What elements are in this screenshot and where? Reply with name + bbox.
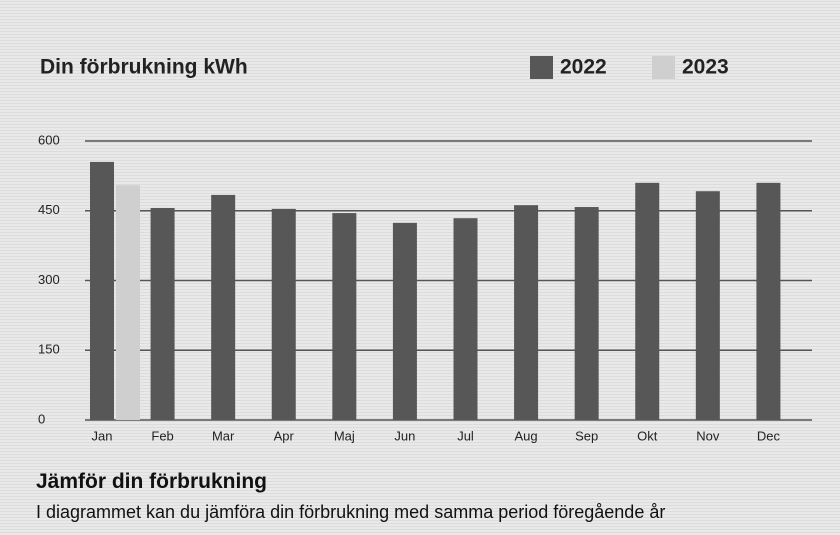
y-tick-label: 600 bbox=[38, 132, 60, 147]
chart-title: Din förbrukning kWh bbox=[40, 56, 248, 79]
legend-label: 2023 bbox=[682, 56, 729, 79]
y-tick-label: 300 bbox=[38, 272, 60, 287]
bar bbox=[116, 185, 140, 420]
bar bbox=[695, 191, 720, 420]
bar bbox=[211, 194, 236, 420]
bar bbox=[574, 207, 599, 420]
legend-swatch bbox=[652, 56, 675, 79]
x-tick-label: Mar bbox=[212, 428, 235, 443]
x-tick-label: Sep bbox=[575, 428, 598, 443]
y-tick-label: 150 bbox=[38, 342, 60, 357]
x-tick-label: Jul bbox=[457, 428, 474, 443]
y-tick-label: 450 bbox=[38, 202, 60, 217]
bar bbox=[453, 218, 478, 420]
section-heading: Jämför din förbrukning bbox=[36, 470, 267, 493]
bar bbox=[271, 208, 296, 420]
x-tick-label: Apr bbox=[274, 428, 295, 443]
legend-swatch bbox=[530, 56, 553, 79]
x-tick-label: Jun bbox=[394, 428, 415, 443]
x-tick-label: Aug bbox=[515, 428, 538, 443]
x-tick-label: Nov bbox=[696, 428, 720, 443]
bar bbox=[332, 213, 357, 420]
bar bbox=[635, 182, 660, 420]
x-tick-label: Jan bbox=[92, 428, 113, 443]
legend-label: 2022 bbox=[560, 56, 607, 79]
x-tick-label: Okt bbox=[637, 428, 658, 443]
bar bbox=[150, 207, 175, 420]
x-tick-label: Feb bbox=[151, 428, 173, 443]
x-tick-label: Dec bbox=[757, 428, 781, 443]
bar bbox=[756, 182, 781, 420]
bar bbox=[90, 161, 114, 421]
bar bbox=[514, 205, 539, 420]
bar bbox=[392, 222, 417, 420]
x-tick-label: Maj bbox=[334, 428, 355, 443]
y-tick-label: 0 bbox=[38, 411, 45, 426]
section-text: I diagrammet kan du jämföra din förbrukn… bbox=[36, 502, 666, 522]
chart: Din förbrukning kWh 2022 2023 0 150 300 450 60… bbox=[38, 56, 812, 443]
